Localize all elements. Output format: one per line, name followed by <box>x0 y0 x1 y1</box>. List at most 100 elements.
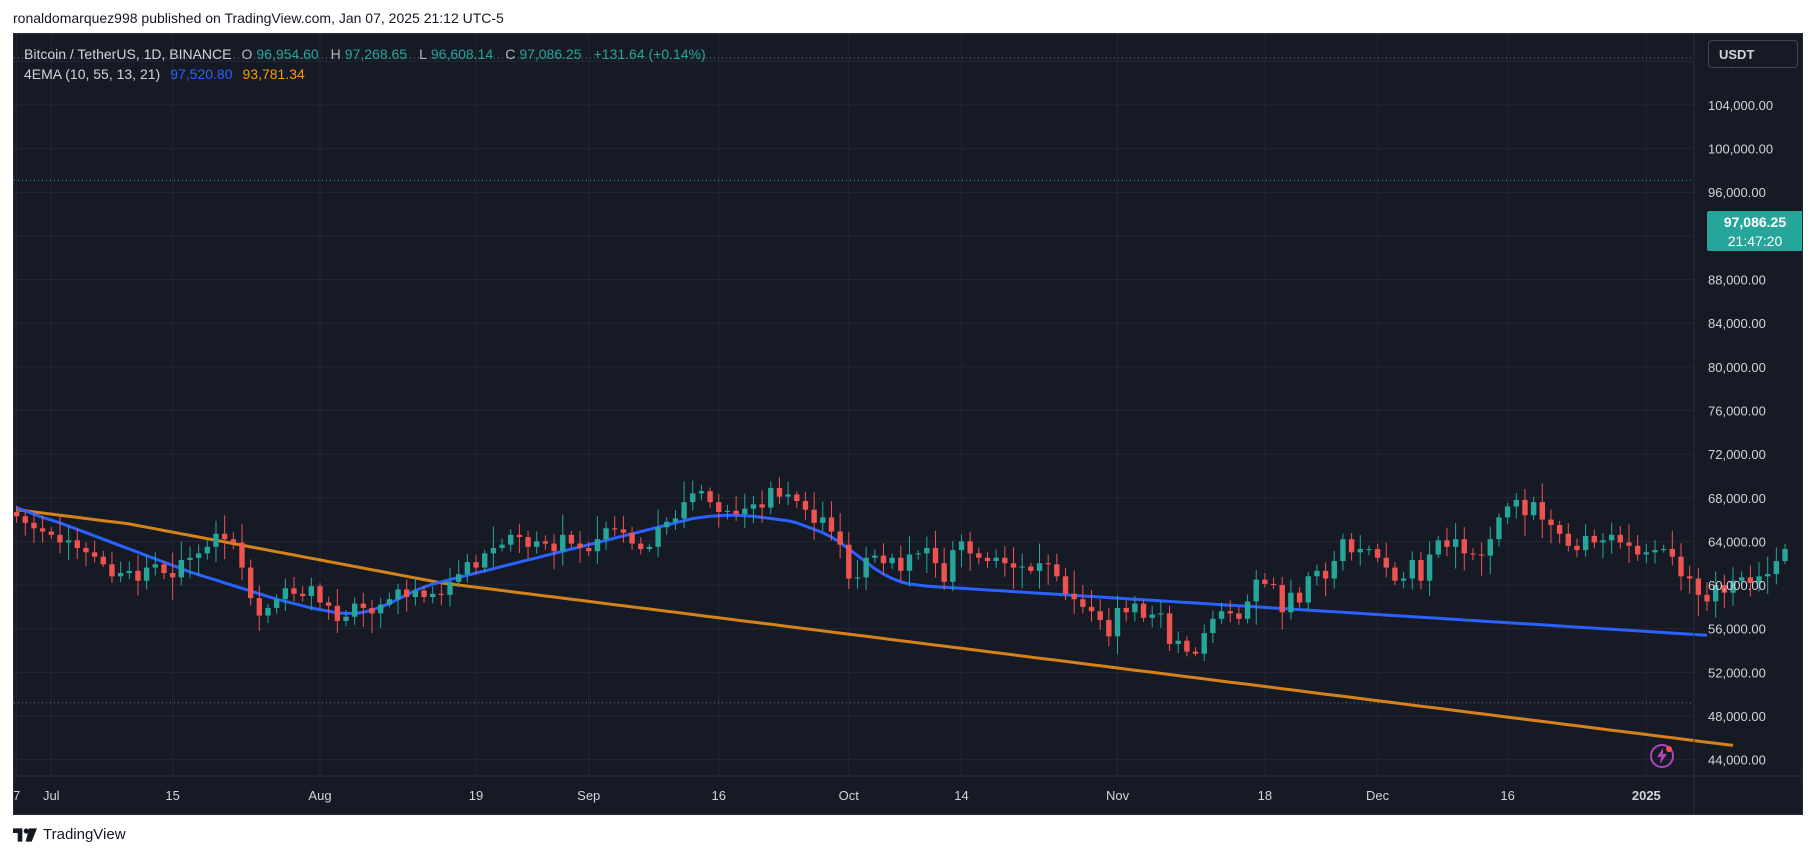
candle <box>256 585 263 631</box>
candle-body <box>1426 554 1433 581</box>
candle-body <box>1071 593 1077 600</box>
candle <box>898 545 904 582</box>
candle-body <box>1756 576 1762 583</box>
chart-legend: Bitcoin / TetherUS, 1D, BINANCE O 96,954.… <box>24 44 714 84</box>
candle <box>854 559 861 589</box>
candle-body <box>672 518 679 522</box>
candle <box>1054 553 1060 582</box>
ema-slow-series[interactable] <box>16 508 1734 747</box>
candle-body <box>169 573 176 578</box>
candle <box>1305 571 1311 611</box>
candle <box>976 547 982 565</box>
candle <box>1123 600 1129 622</box>
candle-body <box>785 494 791 497</box>
candle <box>1591 529 1597 549</box>
candle <box>516 523 523 554</box>
candle <box>65 525 72 560</box>
candle <box>343 609 349 627</box>
candle <box>1504 502 1511 524</box>
candle-body <box>967 541 973 554</box>
candle <box>421 585 427 603</box>
candle <box>1712 571 1719 618</box>
candle <box>1036 543 1043 589</box>
candle <box>74 527 80 560</box>
change-value: +131.64 (+0.14%) <box>593 46 706 62</box>
candle <box>1002 546 1008 577</box>
price-tick-label: 104,000.00 <box>1708 98 1773 113</box>
candle <box>1080 585 1086 614</box>
candle-body <box>1418 559 1424 581</box>
candle <box>1184 636 1190 657</box>
candle-body <box>1253 579 1259 602</box>
candle <box>1392 562 1398 585</box>
candle-body <box>629 532 635 544</box>
candle-body <box>1244 601 1251 619</box>
candle-body <box>1080 599 1086 607</box>
candle <box>620 516 627 543</box>
price-chart[interactable]: 108,000.00104,000.00100,000.0096,000.009… <box>14 34 1803 815</box>
currency-selector[interactable]: USDT <box>1708 40 1798 68</box>
candle <box>1470 548 1476 561</box>
price-tick-label: 56,000.00 <box>1708 622 1766 637</box>
candle-body <box>872 555 878 558</box>
candle <box>273 594 280 614</box>
candle <box>1262 573 1268 588</box>
candle-body <box>1782 549 1788 562</box>
candle <box>1747 565 1754 597</box>
chart-frame[interactable]: 108,000.00104,000.00100,000.0096,000.009… <box>13 33 1803 815</box>
candle <box>31 513 37 544</box>
candle-body <box>1522 499 1528 516</box>
time-tick-label: Nov <box>1106 788 1130 803</box>
candle <box>482 549 488 573</box>
candle <box>57 515 63 554</box>
candle-body <box>1626 542 1632 546</box>
candle-body <box>57 534 63 543</box>
last-price-label: 97,086.25 21:47:20 <box>1707 211 1802 251</box>
candle-body <box>1652 550 1658 553</box>
candle <box>1721 574 1728 609</box>
brand-footer[interactable]: TradingView <box>13 826 126 843</box>
time-tick-label: Sep <box>577 788 600 803</box>
candle <box>1400 571 1407 589</box>
candle-body <box>1409 559 1415 579</box>
candle-body <box>230 539 237 543</box>
ema-fast-series[interactable] <box>16 506 1708 637</box>
candle-body <box>1305 576 1311 603</box>
candle-body <box>1314 570 1320 577</box>
candle <box>1322 562 1329 597</box>
candle-body <box>239 542 245 568</box>
candle-body <box>759 504 765 508</box>
candle-body <box>1461 539 1467 554</box>
candle-body <box>750 504 757 509</box>
candle <box>291 577 297 602</box>
candle <box>91 540 98 563</box>
candle-body <box>742 508 748 515</box>
candle-body <box>1400 578 1407 581</box>
candle-body <box>1227 611 1233 614</box>
candle-body <box>351 603 358 617</box>
candle-body <box>317 586 323 603</box>
candle-body <box>378 604 384 614</box>
candle-body <box>1132 603 1138 613</box>
candle-body <box>1686 576 1693 579</box>
symbol-title[interactable]: Bitcoin / TetherUS, 1D, BINANCE <box>24 46 232 62</box>
candle-body <box>343 616 349 622</box>
candle <box>742 493 748 528</box>
candle <box>1409 551 1415 590</box>
candle <box>48 526 54 539</box>
time-tick-label: 14 <box>954 788 968 803</box>
candle <box>1314 564 1320 586</box>
ema-indicator-label[interactable]: 4EMA (10, 55, 13, 21) <box>24 66 161 82</box>
candle <box>1773 547 1780 585</box>
candle-body <box>1357 549 1363 553</box>
candle-body <box>412 590 419 598</box>
candle <box>1383 542 1389 578</box>
candle <box>1634 534 1641 561</box>
candle <box>932 530 939 578</box>
lightning-alert-icon[interactable] <box>1648 742 1676 770</box>
candle-body <box>404 589 410 598</box>
time-tick-label: Dec <box>1366 788 1390 803</box>
candle-body <box>1452 539 1459 547</box>
candle-body <box>586 547 592 552</box>
candle <box>1452 523 1459 569</box>
